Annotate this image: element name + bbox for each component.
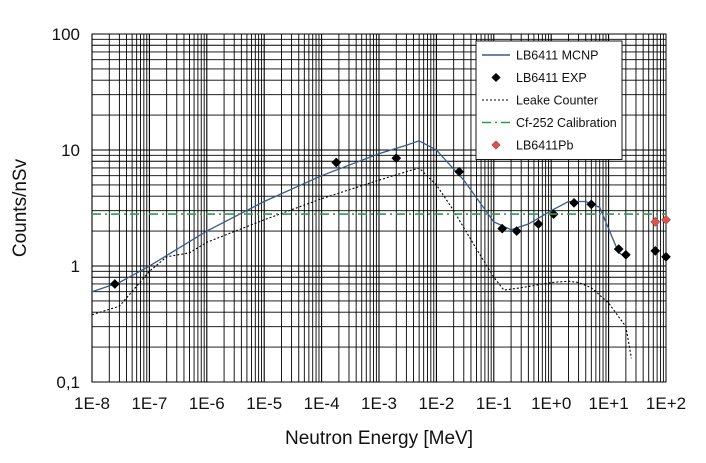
x-tick-label: 1E-5 [246, 394, 282, 413]
x-tick-label: 1E+1 [589, 394, 629, 413]
y-tick-label: 100 [52, 25, 80, 44]
legend: LB6411 MCNP LB6411 EXP Leake Counter Cf-252… [475, 40, 623, 160]
y-tick-label: 10 [61, 141, 80, 160]
x-tick-label: 1E-4 [304, 394, 340, 413]
legend-item-lb6411pb: LB6411Pb [491, 139, 574, 153]
data-point-lb6411-exp [331, 157, 342, 168]
data-point-lb6411-exp [661, 251, 671, 262]
legend-box [475, 40, 623, 160]
x-tick-label: 1E-8 [74, 394, 110, 413]
series-line-leake-counter [91, 167, 632, 359]
legend-item-lb6411-exp: LB6411 EXP [491, 71, 587, 85]
data-point-lb6411-exp [511, 226, 522, 237]
data-point-lb6411-exp [650, 245, 661, 256]
y-axis-label: Counts/nSv [10, 158, 31, 257]
legend-item-cf-252-calibration: Cf-252 Calibration [482, 116, 617, 130]
x-tick-label: 1E-6 [189, 394, 225, 413]
legend-swatch [491, 72, 501, 83]
x-tick-label: 1E+0 [531, 394, 571, 413]
data-point-lb6411-exp [613, 244, 624, 255]
data-point-lb6411-exp [109, 279, 120, 289]
data-point-lb6411-exp [620, 249, 631, 260]
series-layer [91, 140, 671, 359]
legend-swatch [491, 140, 501, 150]
legend-label: Leake Counter [516, 94, 598, 108]
y-tick-labels: 0,1 1 10 100 [52, 25, 80, 392]
data-point-lb6411-exp [586, 199, 597, 210]
data-point-lb6411-exp [454, 166, 465, 177]
data-point-lb6411-exp [569, 197, 579, 208]
x-tick-label: 1E-2 [418, 394, 454, 413]
series-leake-counter [91, 167, 632, 359]
x-tick-label: 1E+2 [646, 394, 686, 413]
x-tick-label: 1E-1 [476, 394, 512, 413]
legend-label: LB6411Pb [516, 139, 574, 153]
x-axis-label: Neutron Energy [MeV] [285, 428, 473, 449]
legend-label: LB6411 EXP [516, 71, 587, 85]
series-lb6411-exp [109, 153, 671, 289]
data-point-lb6411pb [661, 214, 671, 225]
x-tick-label: 1E-3 [361, 394, 397, 413]
data-point-lb6411pb [650, 216, 661, 227]
y-tick-label: 1 [71, 257, 80, 276]
legend-item-lb6411-mcnp: LB6411 MCNP [482, 49, 598, 63]
legend-item-leake-counter: Leake Counter [482, 94, 598, 108]
legend-label: LB6411 MCNP [516, 49, 598, 63]
x-tick-labels: 1E-8 1E-7 1E-6 1E-5 1E-4 1E-3 1E-2 1E-1 1E+0 1E+1… [74, 394, 686, 413]
plot-area-frame [91, 33, 667, 383]
x-tick-label: 1E-7 [131, 394, 167, 413]
y-tick-label: 0,1 [56, 373, 80, 392]
legend-label: Cf-252 Calibration [516, 116, 617, 130]
data-point-lb6411-exp [533, 219, 544, 229]
data-point-lb6411-exp [497, 223, 508, 234]
series-lb6411pb [650, 214, 671, 227]
data-point-lb6411-exp [391, 153, 402, 164]
